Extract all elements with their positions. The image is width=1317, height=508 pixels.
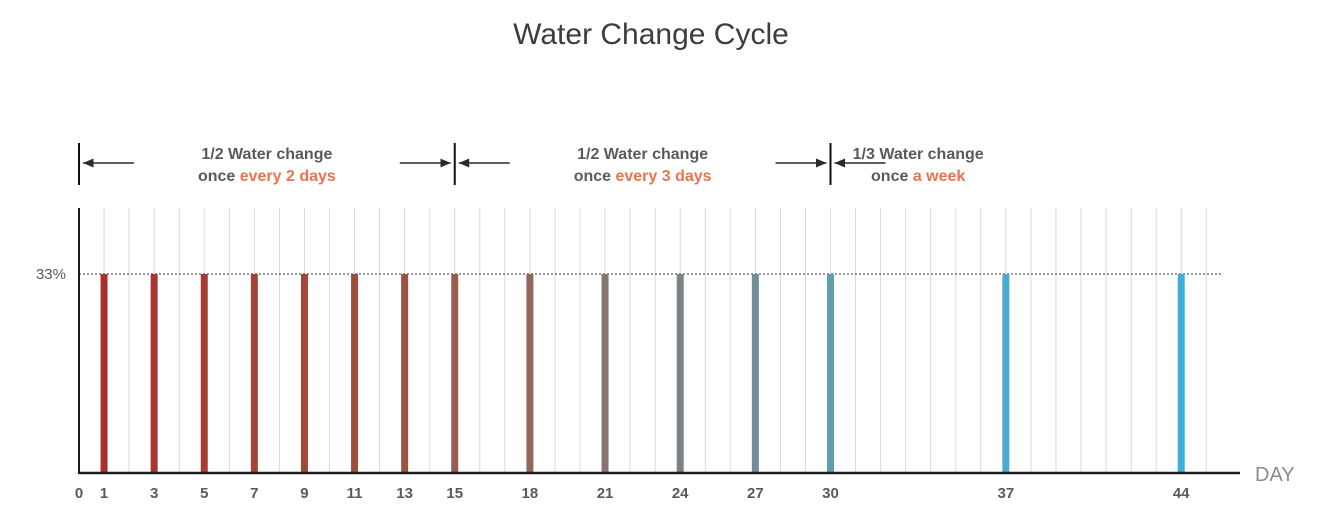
axis-layer	[78, 208, 1240, 475]
phase-label-line1: 1/2 Water change	[577, 146, 708, 163]
bar-day-3	[150, 274, 158, 473]
bar-day-9	[300, 274, 308, 473]
bar-day-37	[1002, 274, 1010, 473]
x-tick-label: 11	[347, 485, 363, 502]
bar-day-18	[526, 274, 534, 473]
x-tick-label: 3	[150, 485, 158, 502]
bar-day-1	[100, 274, 108, 473]
tick-label-layer: 0 1 3 5 7 9 11 13 15 18 21 24 27 30 37 44	[75, 485, 1190, 502]
x-tick-label: 18	[522, 485, 539, 502]
bar-day-44	[1177, 274, 1185, 473]
phase-label-line2: once a week	[871, 168, 965, 185]
x-tick-label: 13	[396, 485, 413, 502]
bar-day-27	[751, 274, 759, 473]
phase-layer: 1/2 Water change once every 2 days 1/2 Wat…	[78, 143, 984, 185]
x-tick-label: 7	[250, 485, 258, 502]
x-tick-label: 5	[200, 485, 208, 502]
x-tick-label: 1	[100, 485, 108, 502]
bar-day-5	[200, 274, 208, 473]
bar-day-24	[676, 274, 684, 473]
grid-layer	[103, 208, 1207, 473]
reference-label: 33%	[36, 266, 66, 283]
bar-day-13	[401, 274, 409, 473]
phase-label-prefix: once	[198, 168, 240, 185]
phase-label-highlight: every 2 days	[240, 168, 336, 185]
bar-day-21	[601, 274, 609, 473]
bar-day-11	[351, 274, 359, 473]
x-tick-label: 27	[747, 485, 764, 502]
bar-day-15	[451, 274, 459, 473]
bar-day-7	[250, 274, 258, 473]
phase-label-highlight: a week	[913, 168, 966, 185]
x-tick-label: 24	[672, 485, 689, 502]
phase-label-line1: 1/3 Water change	[853, 146, 984, 163]
phase-label-line1: 1/2 Water change	[201, 146, 332, 163]
phase-label-prefix: once	[871, 168, 913, 185]
phase-label-highlight: every 3 days	[615, 168, 711, 185]
x-tick-label: 9	[300, 485, 308, 502]
bar-day-30	[827, 274, 834, 473]
x-tick-label: 44	[1173, 485, 1190, 502]
chart-title: Water Change Cycle	[513, 18, 789, 51]
x-tick-label: 21	[597, 485, 614, 502]
bar-layer	[100, 274, 1185, 473]
x-tick-label: 30	[822, 485, 839, 502]
phase-label-line2: once every 2 days	[198, 168, 336, 185]
x-tick-label: 15	[446, 485, 463, 502]
phase-label-line2: once every 3 days	[574, 168, 712, 185]
phase-label-prefix: once	[574, 168, 616, 185]
x-axis-label: DAY	[1255, 464, 1295, 486]
reference-layer: 33%	[36, 266, 1222, 283]
x-tick-label: 37	[998, 485, 1015, 502]
x-tick-label: 0	[75, 485, 83, 502]
